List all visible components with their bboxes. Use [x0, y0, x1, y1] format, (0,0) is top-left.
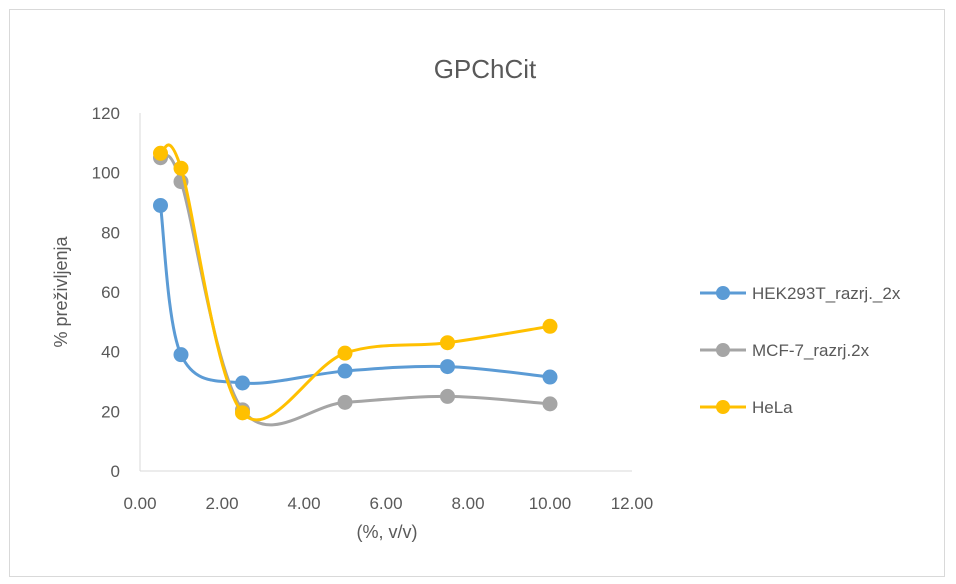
data-point — [173, 160, 189, 176]
data-point — [440, 335, 455, 351]
series-line — [159, 203, 552, 385]
x-axis-label: (%, v/v) — [357, 522, 418, 542]
y-tick-label: 80 — [101, 223, 120, 242]
axes — [139, 113, 632, 472]
y-tick-label: 0 — [111, 462, 120, 481]
legend: HEK293T_razrj._2x MCF-7_razrj.2x HeLa — [700, 284, 901, 417]
chart-area: GPChCit 0.00 2.00 4.00 6.00 8.00 10.00 12.00 0 2… — [9, 9, 945, 577]
series-layer — [153, 143, 558, 427]
x-tick-label: 12.00 — [611, 494, 654, 513]
chart-title: GPChCit — [434, 54, 537, 84]
x-tick-label: 6.00 — [369, 494, 402, 513]
legend-label: HeLa — [752, 398, 793, 417]
data-point — [153, 197, 168, 213]
data-point — [235, 405, 250, 421]
data-point — [337, 363, 353, 379]
series-line — [159, 143, 552, 422]
series-hek293t-razrj-2x — [153, 197, 558, 391]
legend-item-hela: HeLa — [700, 398, 793, 417]
legend-swatch-marker — [716, 400, 730, 414]
data-point — [542, 318, 558, 334]
data-point — [440, 388, 455, 404]
legend-label: HEK293T_razrj._2x — [752, 284, 901, 303]
series-hela — [153, 143, 558, 422]
legend-item-hek293t-razrj-2x: HEK293T_razrj._2x — [700, 284, 901, 303]
data-point — [153, 145, 168, 161]
series-mcf-7-razrj-2x — [153, 150, 558, 427]
x-tick-label: 0.00 — [123, 494, 156, 513]
x-tick-label: 10.00 — [529, 494, 572, 513]
data-point — [173, 347, 189, 363]
data-point — [440, 359, 455, 375]
legend-label: MCF-7_razrj.2x — [752, 341, 870, 360]
x-tick-label: 4.00 — [287, 494, 320, 513]
y-tick-label: 120 — [92, 104, 120, 123]
legend-item-mcf-7-razrj-2x: MCF-7_razrj.2x — [700, 341, 870, 360]
tick-labels: 0.00 2.00 4.00 6.00 8.00 10.00 12.00 0 20 40 60 80 1… — [92, 104, 654, 513]
data-point — [337, 345, 353, 361]
x-tick-label: 8.00 — [451, 494, 484, 513]
data-point — [542, 369, 558, 385]
y-tick-label: 40 — [101, 343, 120, 362]
y-tick-label: 100 — [92, 164, 120, 183]
data-point — [542, 396, 558, 412]
y-tick-label: 60 — [101, 283, 120, 302]
series-line — [159, 154, 552, 427]
legend-swatch-marker — [716, 286, 730, 300]
legend-swatch-marker — [716, 343, 730, 357]
data-point — [235, 375, 250, 391]
data-point — [337, 394, 353, 410]
chart-svg: GPChCit 0.00 2.00 4.00 6.00 8.00 10.00 12.00 0 2… — [51, 54, 901, 542]
y-tick-label: 20 — [101, 402, 120, 421]
y-axis-label: % preživljenja — [51, 235, 71, 347]
x-tick-label: 2.00 — [205, 494, 238, 513]
